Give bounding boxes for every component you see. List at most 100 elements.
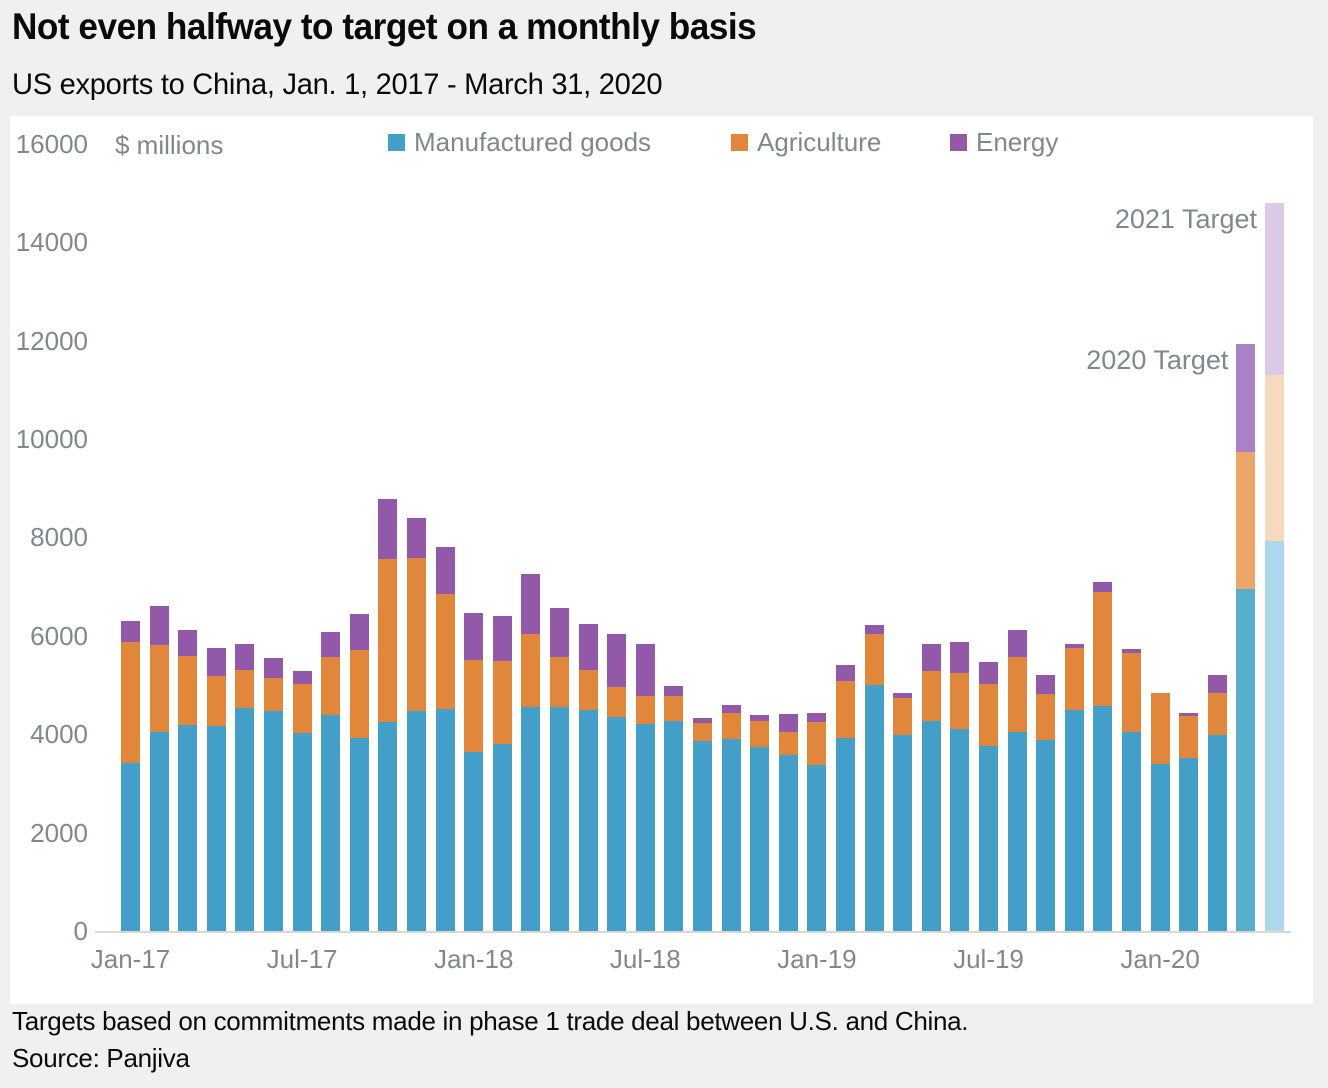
bar-segment-energy [778,714,798,732]
month-bar [492,615,512,931]
month-bar [1150,692,1170,931]
y-tick-label: 2000 [30,817,88,848]
bar-segment-energy [950,641,970,673]
month-bar [378,499,398,931]
bar-segment-energy [864,624,884,634]
month-bar [1093,581,1113,931]
chart-panel: $ millions 0 2000 4000 6000 8000 10000 12000 14… [10,116,1313,1004]
x-tick-label: Jul-19 [953,944,1024,974]
bar-segment-manufactured-goods [206,725,226,931]
bar-segment-manufactured-goods [864,684,884,931]
legend-label: Energy [976,127,1059,157]
bar-segment-energy [1064,643,1084,648]
bar-segment-agriculture [721,713,741,739]
bar-segment-agriculture [1093,591,1113,706]
bar-segment-manufactured-goods [1064,709,1084,931]
bar-segment-energy [921,643,941,671]
bar-segment-agriculture [893,698,913,735]
y-tick-label: 12000 [15,325,88,356]
bar-segment-energy [836,664,855,682]
page-subtitle: US exports to China, Jan. 1, 2017 - Marc… [12,68,663,101]
month-bar [321,631,341,931]
bar-segment-agriculture [1122,653,1141,732]
bar-segment-manufactured-goods [1236,589,1256,931]
x-tick-label: Jan-20 [1120,944,1200,974]
month-bar [1179,713,1199,931]
bar-segment-agriculture [149,644,169,733]
month-bar [864,624,884,931]
bar-segment-manufactured-goods [1265,540,1284,931]
bar-segment-energy [1236,344,1256,452]
bar-segment-agriculture [864,633,884,685]
bar-segment-agriculture [1207,692,1227,735]
bar-segment-manufactured-goods [435,708,455,931]
bar-segment-agriculture [264,677,283,712]
bar-segment-agriculture [1236,451,1256,590]
bar-segment-manufactured-goods [578,709,598,931]
bar-segment-agriculture [664,696,684,721]
bar-segment-manufactured-goods [664,720,684,931]
bar-segment-manufactured-goods [464,751,484,931]
bar-segment-manufactured-goods [607,716,627,931]
x-tick-label: Jul-18 [609,944,681,974]
bar-segment-agriculture [635,695,655,724]
bar-segment-energy [178,629,198,656]
bar-segment-energy [1265,202,1284,376]
month-bar [149,606,169,931]
target-bar [1265,202,1284,931]
month-bar [1036,674,1056,931]
bar-segment-agriculture [492,660,512,745]
x-tick-label: Jul-17 [266,944,338,974]
bar-segment-manufactured-goods [750,746,770,931]
month-bar [407,517,426,931]
x-tick-label: Jan-19 [777,944,857,974]
bar-segment-agriculture [1007,656,1027,732]
bar-segment-energy [349,613,369,651]
month-bar [1207,674,1227,931]
bar-segment-agriculture [464,659,484,752]
bar-segment-energy [407,517,426,558]
month-bar [1007,630,1027,931]
bar-segment-energy [1179,713,1199,716]
bar-segment-agriculture [349,650,369,738]
month-bar [121,621,140,931]
bar-segment-energy [578,624,598,670]
bar-segment-manufactured-goods [921,720,941,931]
month-bar [807,713,827,931]
bar-segment-agriculture [1064,647,1084,710]
unit-label: $ millions [115,130,224,160]
bar-segment-agriculture [1179,715,1199,759]
bar-segment-agriculture [750,720,770,747]
month-bar [893,692,913,931]
legend-item: Agriculture [731,129,881,155]
month-bar [778,714,798,931]
bar-segment-agriculture [1150,692,1170,764]
bar-segment-agriculture [378,559,398,722]
x-tick-label: Jan-18 [433,944,514,974]
legend-item: Manufactured goods [388,129,651,155]
bar-segment-agriculture [807,721,827,765]
bar-segment-agriculture [435,593,455,709]
month-bar [550,608,569,931]
bar-segment-manufactured-goods [635,723,655,931]
bar-segment-manufactured-goods [807,764,827,931]
bar-segment-manufactured-goods [378,721,398,931]
bar-segment-agriculture [836,681,855,738]
bar-segment-agriculture [550,656,569,707]
bar-segment-manufactured-goods [349,737,369,931]
annotation-2020-target: 2020 Target [1086,345,1229,376]
bar-segment-energy [121,621,140,642]
source-line: Source: Panjiva [12,1043,190,1073]
bar-segment-manufactured-goods [1179,758,1199,931]
bar-segment-manufactured-goods [893,734,913,931]
y-tick-label: 14000 [15,227,88,258]
month-bar [607,633,627,931]
month-bar [979,661,998,931]
bar-segment-manufactured-goods [492,744,512,931]
month-bar [521,573,541,931]
bar-segment-manufactured-goods [407,711,426,931]
bar-segment-agriculture [521,633,541,707]
footnote: Targets based on commitments made in pha… [12,1006,969,1036]
month-bar [635,643,655,931]
y-tick-label: 8000 [30,522,88,553]
